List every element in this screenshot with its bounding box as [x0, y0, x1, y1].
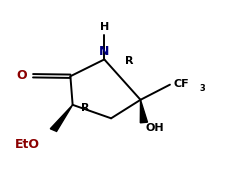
Text: H: H — [100, 22, 109, 32]
Text: R: R — [125, 56, 134, 66]
Polygon shape — [140, 100, 147, 123]
Text: R: R — [81, 103, 90, 113]
Text: O: O — [16, 69, 27, 82]
Text: CF: CF — [173, 79, 189, 89]
Text: 3: 3 — [199, 84, 205, 93]
Text: EtO: EtO — [15, 138, 40, 151]
Text: OH: OH — [145, 123, 164, 133]
Text: N: N — [99, 45, 109, 58]
Polygon shape — [50, 105, 73, 131]
